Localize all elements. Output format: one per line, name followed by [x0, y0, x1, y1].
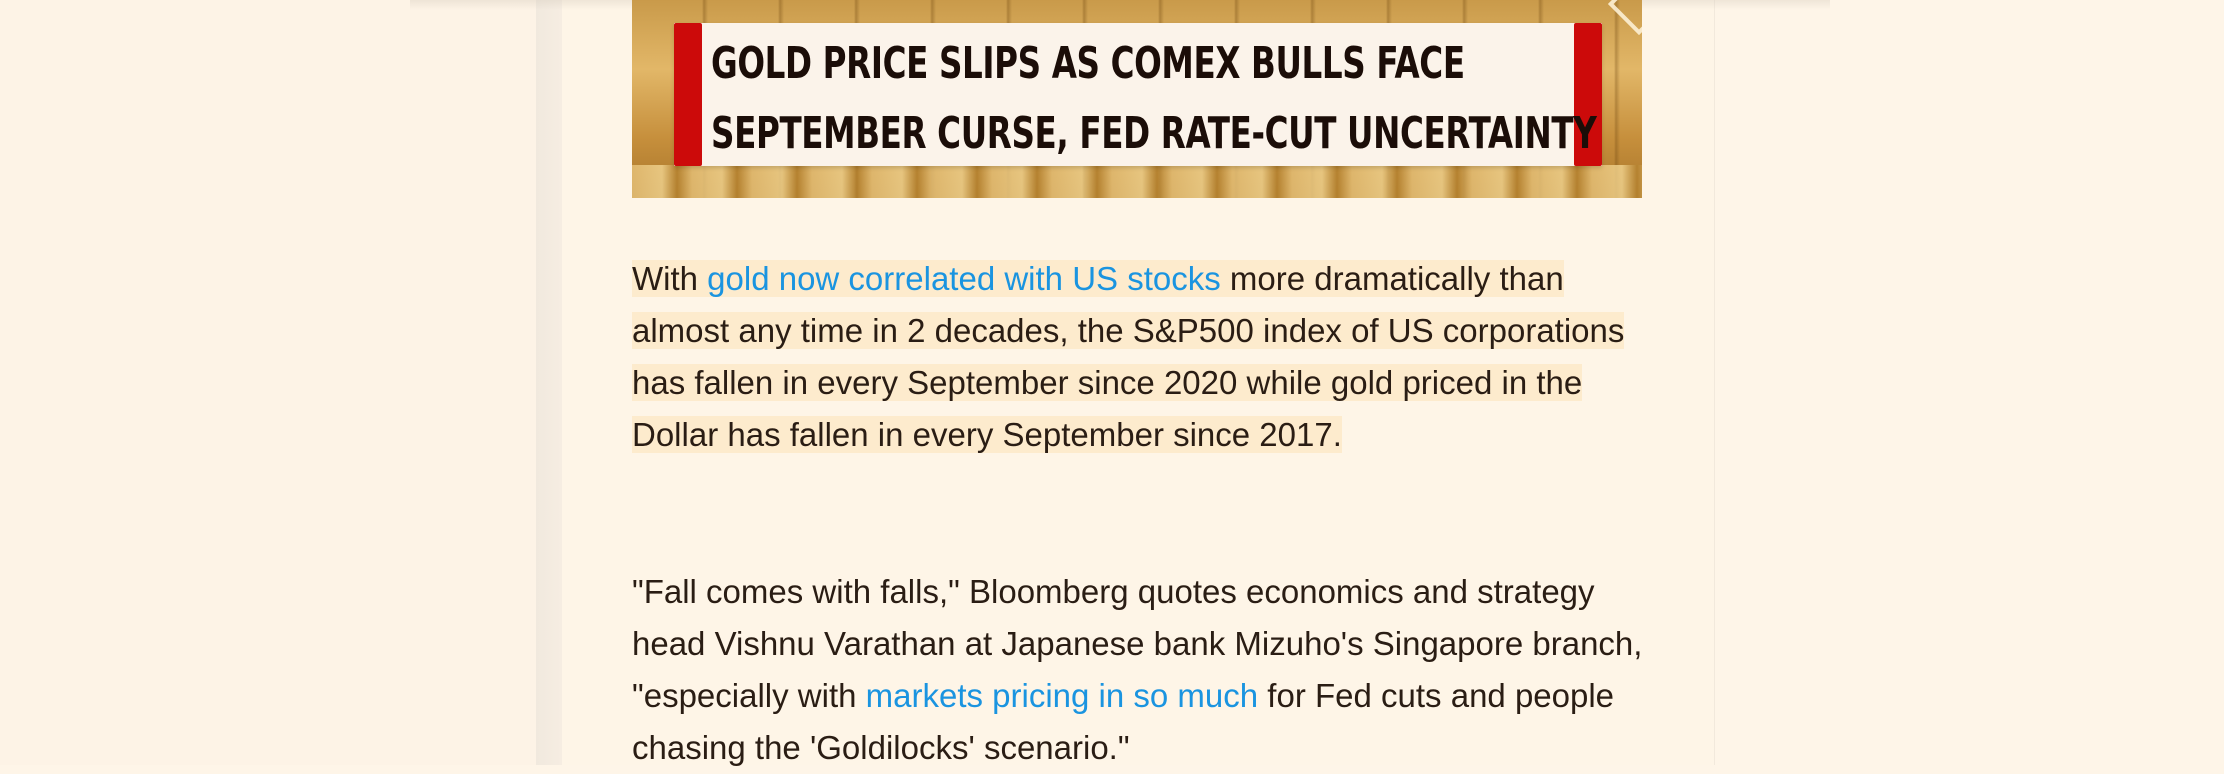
markets-pricing-link[interactable]: markets pricing in so much	[865, 677, 1259, 714]
hero-headline: GOLD PRICE SLIPS AS COMEX BULLS FACE SEP…	[711, 29, 1597, 169]
highlighted-text: With gold now correlated with US stocks …	[632, 260, 1625, 453]
hero-image: GOLD PRICE SLIPS AS COMEX BULLS FACE SEP…	[632, 0, 1642, 198]
paragraph-2-rest: for Fed cuts and people chasing the 'Gol…	[632, 677, 1615, 766]
gold-correlation-link[interactable]: gold now correlated with US stocks	[707, 260, 1221, 297]
paragraph-2-lead: "Fall comes with falls," Bloomberg quote…	[632, 573, 1643, 714]
logo-diamond-icon	[1607, 0, 1642, 36]
paragraph-1-rest: more dramatically than almost any time i…	[632, 260, 1625, 453]
headline-line-1: GOLD PRICE SLIPS AS COMEX BULLS FACE	[711, 38, 1465, 89]
paragraph-2: "Fall comes with falls," Bloomberg quote…	[632, 566, 1652, 774]
paragraph-1-lead: With	[632, 260, 708, 297]
headline-line-2: SEPTEMBER CURSE, FED RATE-CUT UNCERTAINT…	[711, 108, 1597, 159]
banner-red-bar-right	[1574, 23, 1602, 166]
headline-banner: GOLD PRICE SLIPS AS COMEX BULLS FACE SEP…	[674, 23, 1602, 166]
gold-bars-texture	[632, 165, 1642, 198]
card-shadow	[536, 0, 562, 765]
left-gutter	[0, 0, 536, 765]
banner-red-bar-left	[674, 23, 702, 166]
paragraph-1: With gold now correlated with US stocks …	[632, 253, 1652, 461]
